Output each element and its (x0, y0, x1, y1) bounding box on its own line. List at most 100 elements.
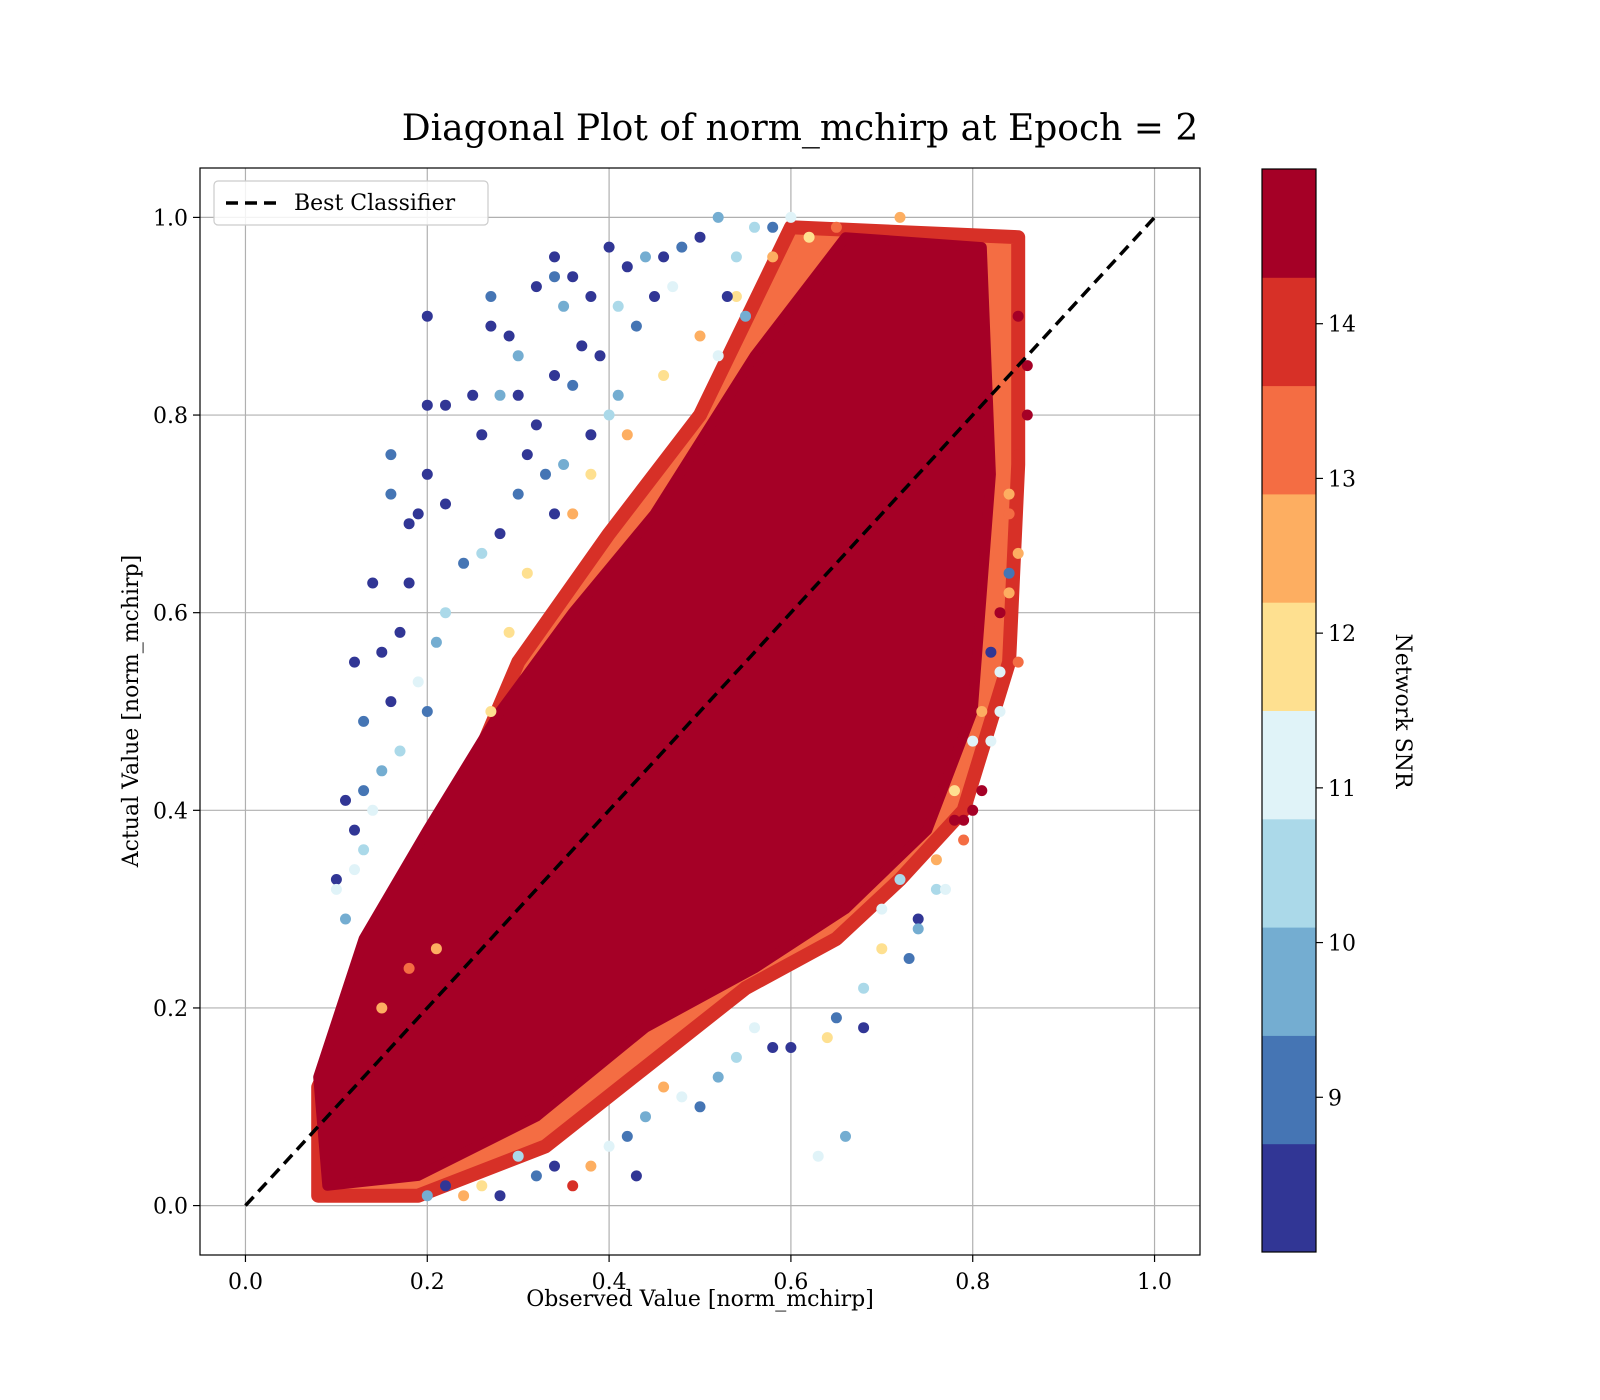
scatter-point (1021, 409, 1033, 421)
scatter-point (403, 962, 415, 974)
scatter-point (785, 1042, 797, 1053)
legend-box (213, 180, 489, 226)
scatter-point (421, 706, 433, 717)
scatter-point (576, 340, 588, 352)
scatter-point (876, 943, 888, 955)
scatter-point (485, 706, 497, 717)
scatter-point (812, 1150, 824, 1162)
scatter-point (512, 389, 524, 401)
scatter-point (567, 1180, 579, 1192)
scatter-point (349, 656, 360, 668)
scatter-point (394, 745, 406, 757)
scatter-point (512, 350, 524, 362)
scatter-point (549, 271, 560, 283)
scatter-point (549, 251, 560, 263)
y-tick-label: 0.0 (153, 1195, 188, 1220)
scatter-point (458, 557, 470, 569)
scatter-point (594, 350, 606, 362)
scatter-point (967, 804, 979, 816)
scatter-point (730, 1051, 742, 1063)
scatter-point (694, 1101, 706, 1113)
scatter-point (403, 577, 415, 589)
scatter-point (967, 735, 979, 747)
scatter-point (376, 765, 388, 777)
scatter-point (658, 1081, 670, 1093)
scatter-point (585, 291, 597, 302)
scatter-point (440, 607, 451, 619)
scatter-point (621, 261, 633, 273)
scatter-point (858, 1022, 870, 1034)
scatter-point (330, 883, 342, 895)
scatter-point (385, 696, 397, 708)
scatter-point (949, 814, 960, 826)
scatter-point (730, 251, 742, 263)
scatter-point (558, 300, 570, 312)
scatter-point (549, 1160, 560, 1172)
scatter-point (767, 221, 779, 233)
colorbar-band (1262, 277, 1316, 387)
best-classifier-line (244, 216, 1156, 1207)
colorbar-band (1262, 385, 1316, 495)
scatter-point (376, 1002, 388, 1014)
scatter-points (330, 211, 1033, 1202)
scatter-point (485, 291, 497, 302)
scatter-point (494, 528, 506, 540)
scatter-point (540, 468, 551, 480)
scatter-point (1003, 508, 1015, 520)
scatter-point (630, 320, 642, 332)
scatter-point (467, 389, 479, 401)
scatter-point (676, 1091, 688, 1103)
colorbar-tick-label: 14 (1328, 313, 1356, 338)
scatter-point (440, 1180, 451, 1192)
scatter-point (803, 231, 815, 243)
scatter-point (585, 1160, 597, 1172)
scatter-point (494, 389, 506, 401)
scatter-point (512, 488, 524, 500)
colorbar-band (1262, 602, 1316, 711)
scatter-point (367, 804, 379, 816)
scatter-point (421, 310, 433, 322)
scatter-point (830, 221, 842, 233)
scatter-point (1003, 567, 1015, 579)
scatter-point (749, 1022, 760, 1034)
x-axis-label: Observed Value [norm_mchirp] (526, 1287, 874, 1312)
scatter-point (785, 251, 797, 263)
scatter-point (421, 1190, 433, 1202)
scatter-point (985, 646, 997, 658)
scatter-point (549, 370, 560, 381)
y-tick-label: 0.8 (153, 404, 188, 429)
x-tick-label: 0.4 (592, 1270, 627, 1295)
colorbar-tick-label: 12 (1328, 622, 1356, 647)
scatter-point (421, 468, 433, 480)
scatter-point (958, 814, 970, 826)
scatter-point (612, 300, 624, 312)
scatter-point (385, 488, 397, 500)
scatter-point (994, 706, 1006, 717)
scatter-point (658, 370, 670, 381)
colorbar-frame (1261, 168, 1317, 1253)
scatter-point (740, 310, 751, 322)
y-axis-ticks: 0.0 0.2 0.4 0.6 0.8 1.0 (153, 206, 200, 1220)
colorbar-ticks: 9 10 11 12 13 14 (1316, 313, 1356, 1111)
scatter-point (785, 211, 797, 223)
scatter-point (440, 399, 451, 411)
scatter-point (940, 883, 951, 895)
scatter-point (976, 785, 988, 797)
scatter-point (530, 281, 542, 293)
scatter-point (476, 429, 488, 441)
scatter-point (930, 883, 942, 895)
scatter-point (1012, 449, 1024, 461)
scatter-point (721, 291, 733, 302)
scatter-point (349, 824, 360, 836)
colorbar-band (1262, 169, 1316, 278)
scatter-point (394, 626, 406, 638)
scatter-point (376, 646, 388, 658)
scatter-point (621, 429, 633, 441)
scatter-point (1012, 547, 1024, 559)
scatter-point (994, 666, 1006, 678)
x-tick-label: 0.2 (410, 1270, 445, 1295)
scatter-point (585, 429, 597, 441)
scatter-point (340, 913, 351, 925)
scatter-point (603, 1140, 615, 1152)
